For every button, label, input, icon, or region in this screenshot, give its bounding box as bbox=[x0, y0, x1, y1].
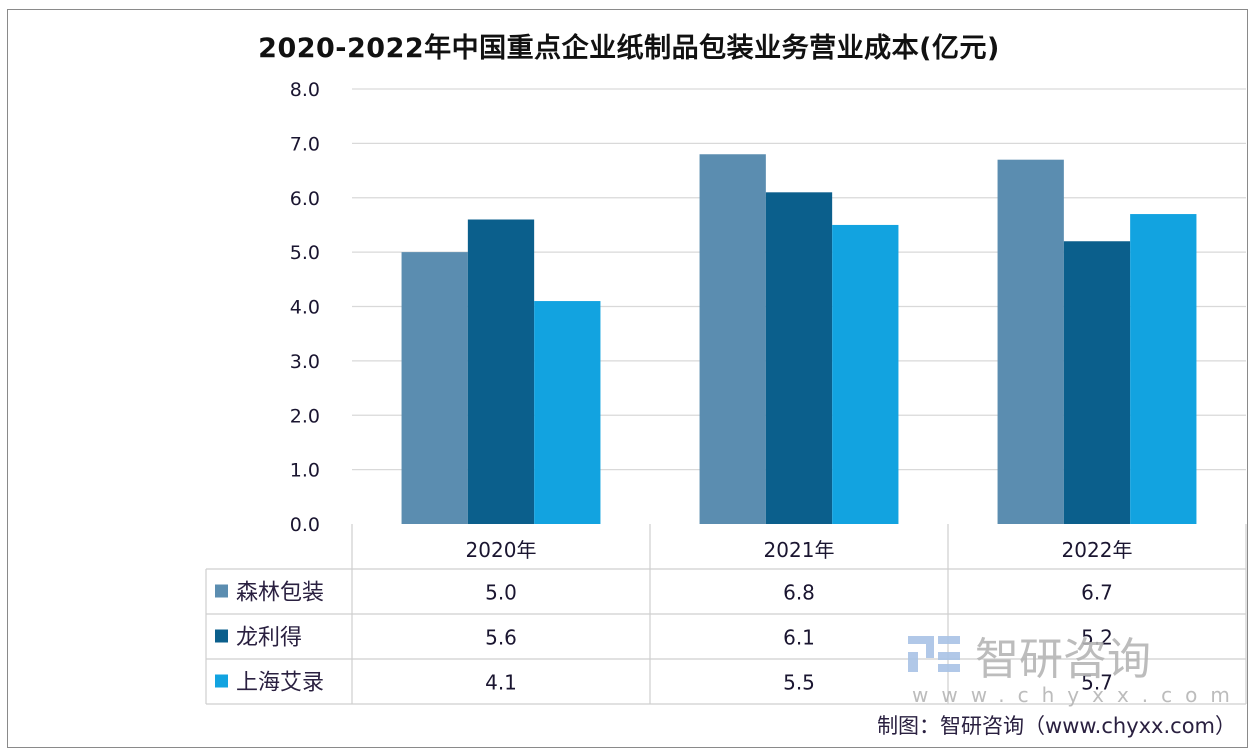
legend-swatch-0 bbox=[215, 584, 228, 598]
y-tick-label: 0.0 bbox=[290, 514, 320, 536]
y-axis-ticks: 0.0 1.0 2.0 3.0 4.0 5.0 6.0 7.0 8.0 bbox=[290, 79, 320, 536]
data-label: 5.2 bbox=[1081, 626, 1113, 650]
y-tick-label: 1.0 bbox=[290, 460, 320, 482]
y-tick-label: 8.0 bbox=[290, 79, 320, 101]
y-tick-label: 4.0 bbox=[290, 297, 320, 319]
watermark-brand: 智研咨询 bbox=[975, 634, 1151, 685]
bar-2-2 bbox=[1130, 214, 1197, 524]
y-tick-label: 5.0 bbox=[290, 242, 320, 264]
chart-title: 2020-2022年中国重点企业纸制品包装业务营业成本(亿元) bbox=[258, 33, 1000, 64]
bars bbox=[401, 154, 1197, 524]
legend-label: 上海艾录 bbox=[236, 671, 324, 696]
y-tick-label: 2.0 bbox=[290, 405, 320, 427]
data-label: 4.1 bbox=[485, 671, 517, 695]
watermark-logo-icon bbox=[908, 636, 960, 672]
data-label: 5.0 bbox=[485, 581, 517, 605]
data-label: 5.5 bbox=[783, 671, 815, 695]
bar-2-0 bbox=[997, 159, 1064, 524]
bar-0-2 bbox=[534, 301, 601, 524]
legend-label: 森林包装 bbox=[236, 581, 324, 606]
data-label: 6.1 bbox=[783, 626, 815, 650]
legend-swatch-2 bbox=[215, 674, 228, 688]
legend-swatch-1 bbox=[215, 629, 228, 643]
bar-0-0 bbox=[401, 252, 468, 524]
data-label: 6.8 bbox=[783, 581, 815, 605]
data-label: 5.6 bbox=[485, 626, 517, 650]
bar-0-1 bbox=[467, 219, 535, 524]
y-tick-label: 6.0 bbox=[290, 188, 320, 210]
watermark: 智研咨询 www.chyxx.com bbox=[908, 634, 1243, 707]
y-tick-label: 3.0 bbox=[290, 351, 320, 373]
watermark-url: www.chyxx.com bbox=[912, 683, 1243, 707]
bar-1-0 bbox=[699, 154, 766, 524]
legend-label: 龙利得 bbox=[236, 626, 302, 651]
bar-2-1 bbox=[1063, 241, 1131, 524]
chart-credit: 制图：智研咨询（www.chyxx.com） bbox=[877, 714, 1236, 738]
x-tick-label: 2022年 bbox=[1062, 538, 1133, 562]
data-label: 5.7 bbox=[1081, 671, 1113, 695]
bar-1-1 bbox=[765, 192, 833, 524]
data-label: 6.7 bbox=[1081, 581, 1113, 605]
y-tick-label: 7.0 bbox=[290, 133, 320, 155]
x-tick-label: 2020年 bbox=[466, 538, 537, 562]
bar-1-2 bbox=[832, 224, 899, 524]
x-tick-label: 2021年 bbox=[764, 538, 835, 562]
